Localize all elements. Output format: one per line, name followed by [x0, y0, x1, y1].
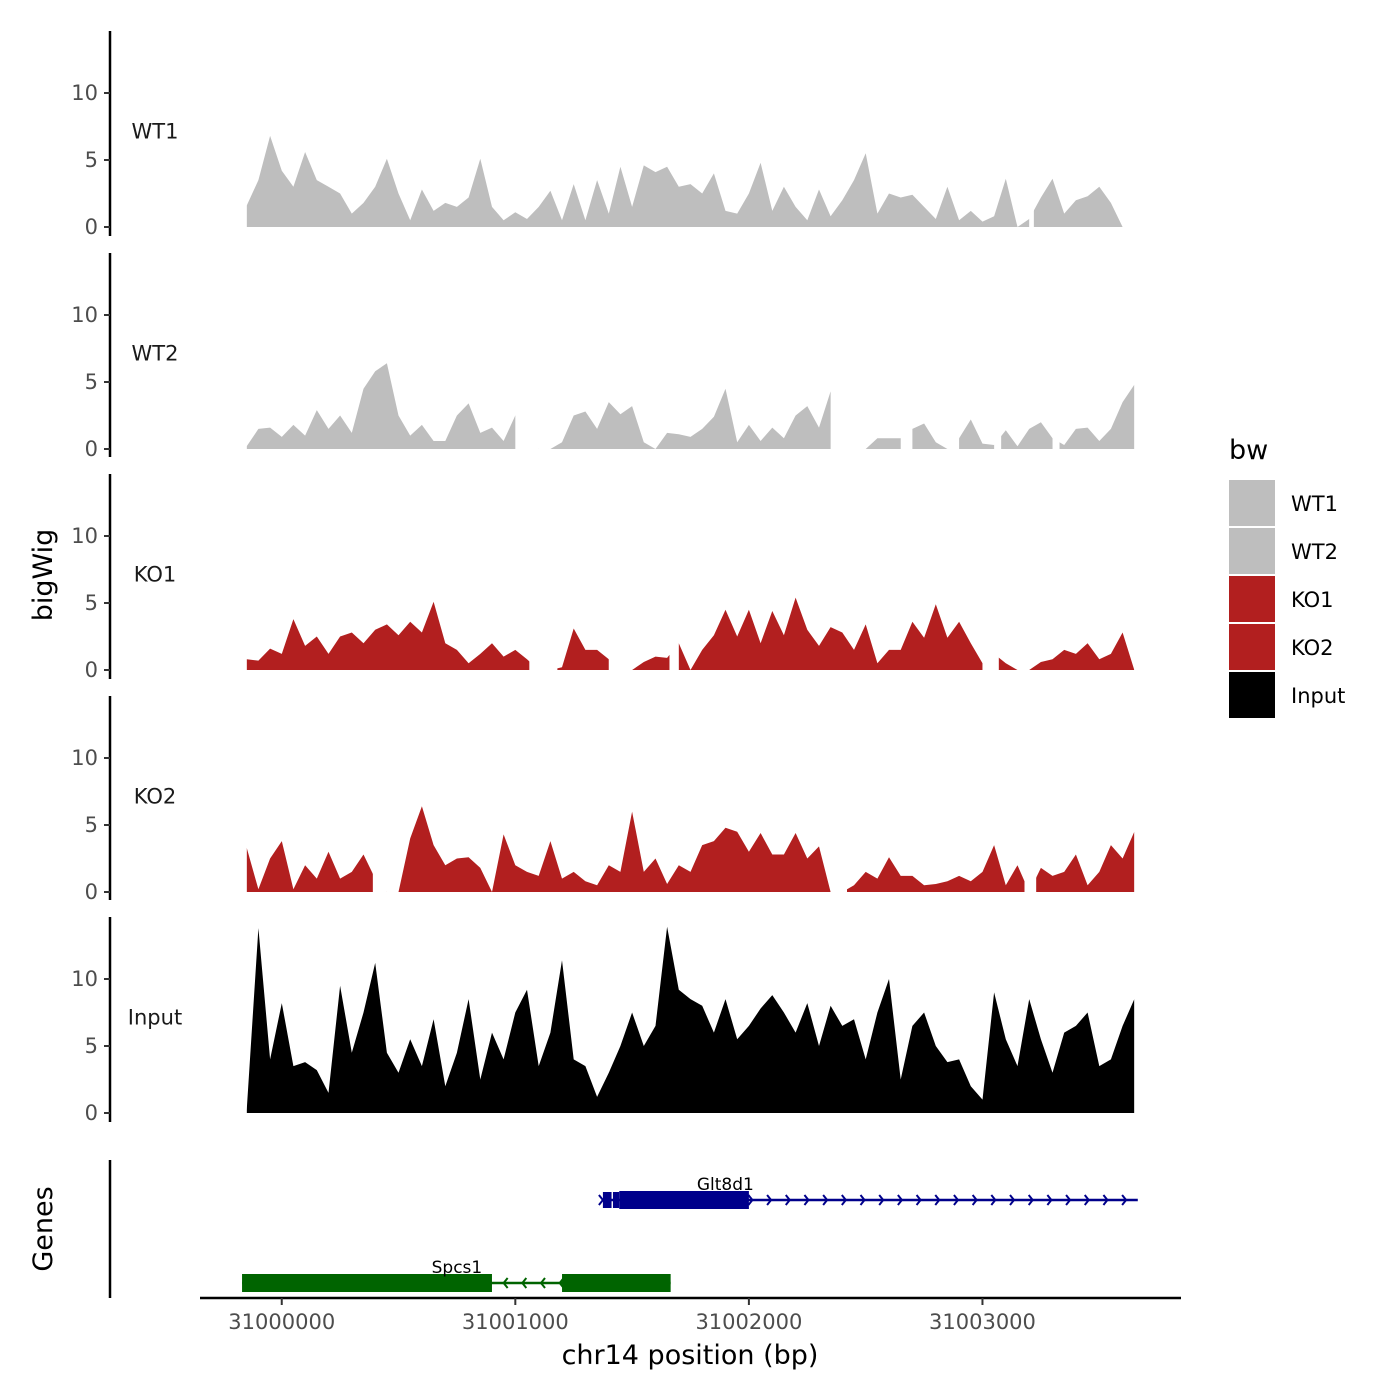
x-tick-label-31002000: 31002000	[695, 1310, 802, 1334]
y-tick-label-input-0: 0	[85, 1101, 98, 1125]
gene-arrow-glt8d1	[934, 1194, 941, 1206]
y-tick-label-wt2-0: 0	[85, 437, 98, 461]
y-tick-label-ko2-10: 10	[71, 746, 98, 770]
signal-area-wt1	[246, 135, 1135, 227]
gene-arrow-glt8d1	[859, 1194, 866, 1206]
gene-arrow-glt8d1	[1121, 1194, 1128, 1206]
y-tick-label-ko2-0: 0	[85, 880, 98, 904]
y-tick-label-wt1-0: 0	[85, 215, 98, 239]
gene-cds-spcs1-0	[242, 1274, 492, 1292]
gene-arrow-glt8d1	[971, 1194, 978, 1206]
gene-arrow-glt8d1	[747, 1194, 754, 1206]
gene-arrow-glt8d1	[841, 1194, 848, 1206]
signal-area-input	[246, 926, 1135, 1113]
y-tick-label-wt2-5: 5	[85, 370, 98, 394]
gene-arrow-spcs1	[521, 1277, 528, 1289]
y-tick-label-ko1-10: 10	[71, 524, 98, 548]
gene-arrow-glt8d1	[897, 1194, 904, 1206]
x-tick-label-31003000: 31003000	[929, 1310, 1036, 1334]
gene-arrow-glt8d1	[1102, 1194, 1109, 1206]
gene-arrow-glt8d1	[878, 1194, 885, 1206]
legend-label-wt1: WT1	[1291, 492, 1338, 516]
legend-swatch-ko1	[1229, 576, 1275, 622]
y-tick-label-input-5: 5	[85, 1034, 98, 1058]
y-tick-label-wt1-5: 5	[85, 148, 98, 172]
gene-glt8d1: Glt8d1	[598, 1175, 1138, 1209]
signal-area-wt2	[246, 363, 1135, 449]
gene-exon-glt8d1-1	[612, 1192, 620, 1208]
legend-label-ko1: KO1	[1291, 588, 1334, 612]
track-ko2: 0 5 10 KO2	[71, 696, 1135, 904]
gene-arrow-glt8d1	[784, 1194, 792, 1206]
y-tick-label-ko1-0: 0	[85, 658, 98, 682]
gene-arrow-glt8d1	[1065, 1194, 1072, 1206]
legend-label-input: Input	[1291, 684, 1345, 708]
gene-arrow-glt8d1	[1009, 1194, 1016, 1206]
track-wt1: 0 5 10 WT1	[71, 31, 1135, 239]
y-tick-label-ko1-5: 5	[85, 591, 98, 615]
gene-arrow-glt8d1	[766, 1194, 773, 1206]
track-ko1: 0 5 10 KO1	[71, 474, 1135, 682]
gene-arrow-spcs1	[539, 1277, 546, 1289]
gene-cds-spcs1-1	[562, 1274, 671, 1292]
y-tick-label-wt2-10: 10	[71, 303, 98, 327]
gene-arrow-glt8d1	[953, 1194, 960, 1206]
gene-cds-glt8d1-0	[619, 1191, 749, 1209]
signal-area-ko2	[246, 806, 1135, 892]
signal-area-ko1	[246, 597, 1135, 670]
genes-panel: Glt8d1 Spcs1	[108, 1160, 1138, 1298]
gene-arrow-glt8d1	[1027, 1194, 1034, 1206]
bigwig-tracks: 0 5 10 WT1 0 5 10 WT2 0 5 10 KO1 0 5 10 KO2 0 5 10 Input	[71, 31, 1135, 1125]
track-wt2: 0 5 10 WT2	[71, 253, 1135, 461]
gene-arrow-glt8d1	[915, 1194, 922, 1206]
gene-spcs1: Spcs1	[242, 1258, 671, 1292]
y-tick-label-input-10: 10	[71, 967, 98, 991]
legend: bw WT1 WT2 KO1 KO2 Input	[1229, 435, 1345, 718]
gene-arrow-glt8d1	[990, 1194, 997, 1206]
track-input: 0 5 10 Input	[71, 917, 1135, 1125]
legend-label-ko2: KO2	[1291, 636, 1334, 660]
y-axis-title: bigWig	[28, 529, 59, 622]
genes-axis-title: Genes	[28, 1186, 59, 1271]
gene-arrow-spcs1	[502, 1277, 509, 1289]
gene-arrow-glt8d1	[803, 1194, 810, 1206]
track-label-ko2: KO2	[134, 785, 177, 809]
legend-swatch-input	[1229, 672, 1275, 718]
legend-label-wt2: WT2	[1291, 540, 1338, 564]
y-tick-label-ko2-5: 5	[85, 813, 98, 837]
legend-swatch-wt2	[1229, 528, 1275, 574]
x-axis: 31000000 31001000 31002000 31003000	[200, 1296, 1181, 1334]
legend-swatch-wt1	[1229, 480, 1275, 526]
y-tick-label-wt1-10: 10	[71, 81, 98, 105]
gene-exon-glt8d1-0	[602, 1192, 612, 1208]
gene-label-spcs1: Spcs1	[432, 1258, 483, 1278]
gene-arrow-glt8d1	[598, 1194, 605, 1206]
track-label-wt2: WT2	[132, 342, 179, 366]
x-tick-label-31001000: 31001000	[462, 1310, 569, 1334]
x-tick-label-31000000: 31000000	[228, 1310, 335, 1334]
gene-arrow-glt8d1	[1083, 1194, 1091, 1206]
legend-swatch-ko2	[1229, 624, 1275, 670]
legend-title: bw	[1229, 435, 1268, 466]
gene-label-glt8d1: Glt8d1	[697, 1175, 754, 1195]
gene-arrow-glt8d1	[1046, 1194, 1053, 1206]
track-label-wt1: WT1	[132, 120, 179, 144]
track-label-ko1: KO1	[134, 563, 177, 587]
track-label-input: Input	[128, 1006, 182, 1030]
gene-arrow-glt8d1	[822, 1194, 829, 1206]
x-axis-title: chr14 position (bp)	[562, 1340, 819, 1371]
